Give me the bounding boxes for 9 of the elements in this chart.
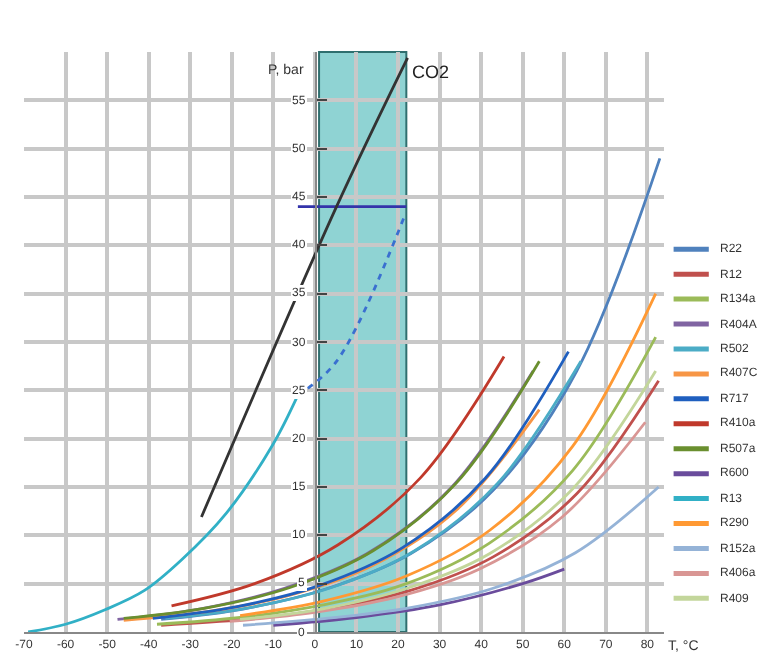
line-series <box>122 408 541 622</box>
line-series <box>271 567 566 627</box>
line-series <box>159 156 662 621</box>
line-series <box>241 485 660 627</box>
line-series <box>170 355 506 608</box>
line-series <box>228 420 647 623</box>
annotation: CO2 <box>412 62 450 82</box>
line-series <box>238 369 658 621</box>
line-series <box>155 335 658 626</box>
